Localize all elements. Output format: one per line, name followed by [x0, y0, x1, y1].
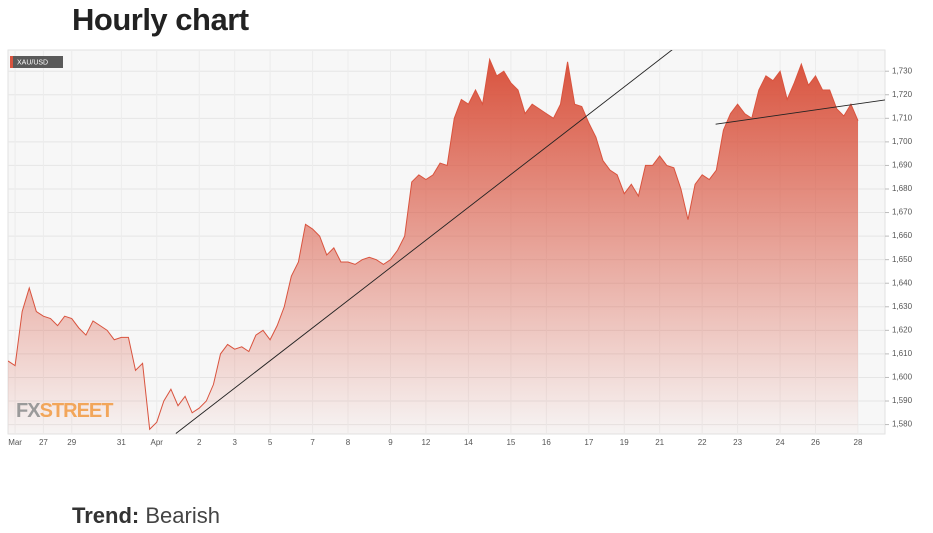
x-tick-label: 7 [310, 438, 315, 447]
y-tick-label: 1,660 [892, 231, 913, 240]
x-tick-label: 31 [117, 438, 126, 447]
price-line [8, 57, 859, 431]
x-tick-label: 26 [811, 438, 820, 447]
x-tick-label: 21 [655, 438, 664, 447]
y-tick-label: 1,640 [892, 278, 913, 287]
legend-swatch [10, 56, 13, 68]
chart-title: Hourly chart [72, 2, 249, 37]
legend: XAU/USD [10, 56, 63, 68]
x-tick-label: 15 [506, 438, 515, 447]
y-tick-label: 1,680 [892, 184, 913, 193]
legend-box [10, 56, 63, 68]
watermark: FXSTREET [16, 400, 113, 422]
chart: XAU/USD FXSTREET 1,580 1,590 1,600 1,610 1,6… [7, 49, 913, 447]
x-tick-label: 22 [698, 438, 707, 447]
y-tick-label: 1,720 [892, 90, 913, 99]
x-tick-label: 28 [854, 438, 863, 447]
marks [8, 50, 885, 434]
y-tick-label: 1,610 [892, 349, 913, 358]
y-tick-label: 1,580 [892, 420, 913, 429]
x-tick-label: Apr [151, 438, 164, 447]
x-tick-label: 12 [421, 438, 430, 447]
x-tick-label: 16 [542, 438, 551, 447]
y-tick-label: 1,620 [892, 325, 913, 334]
y-tick-label: 1,600 [892, 373, 913, 382]
legend-label: XAU/USD [17, 59, 48, 66]
x-tick-label: 5 [268, 438, 273, 447]
y-tick-label: 1,670 [892, 208, 913, 217]
trendline [715, 99, 885, 125]
y-tick-label: 1,630 [892, 302, 913, 311]
x-tick-label: 29 [67, 438, 76, 447]
y-tick-label: 1,590 [892, 396, 913, 405]
x-tick-label: 17 [584, 438, 593, 447]
x-tick-label: 27 [39, 438, 48, 447]
y-tick-label: 1,700 [892, 137, 913, 146]
trend-value: Bearish [145, 503, 220, 528]
watermark-fx: FX [16, 400, 41, 422]
trend: Trend: Bearish [72, 503, 220, 529]
y-tick-label: 1,650 [892, 255, 913, 264]
x-tick-label: Mar [8, 438, 22, 447]
x-tick-label: 8 [346, 438, 351, 447]
trend-label: Trend: [72, 503, 140, 528]
x-tick-label: 23 [733, 438, 742, 447]
y-tick-label: 1,730 [892, 66, 913, 75]
x-tick-label: 2 [197, 438, 202, 447]
x-tick-label: 24 [776, 438, 785, 447]
x-tick-label: 9 [388, 438, 393, 447]
y-tick-label: 1,690 [892, 161, 913, 170]
x-tick-label: 3 [232, 438, 237, 447]
watermark-street: STREET [40, 400, 114, 422]
x-tick-label: 19 [620, 438, 629, 447]
area-fill [8, 59, 858, 434]
y-tick-label: 1,710 [892, 113, 913, 122]
x-tick-label: 14 [464, 438, 473, 447]
trendline [175, 50, 673, 434]
